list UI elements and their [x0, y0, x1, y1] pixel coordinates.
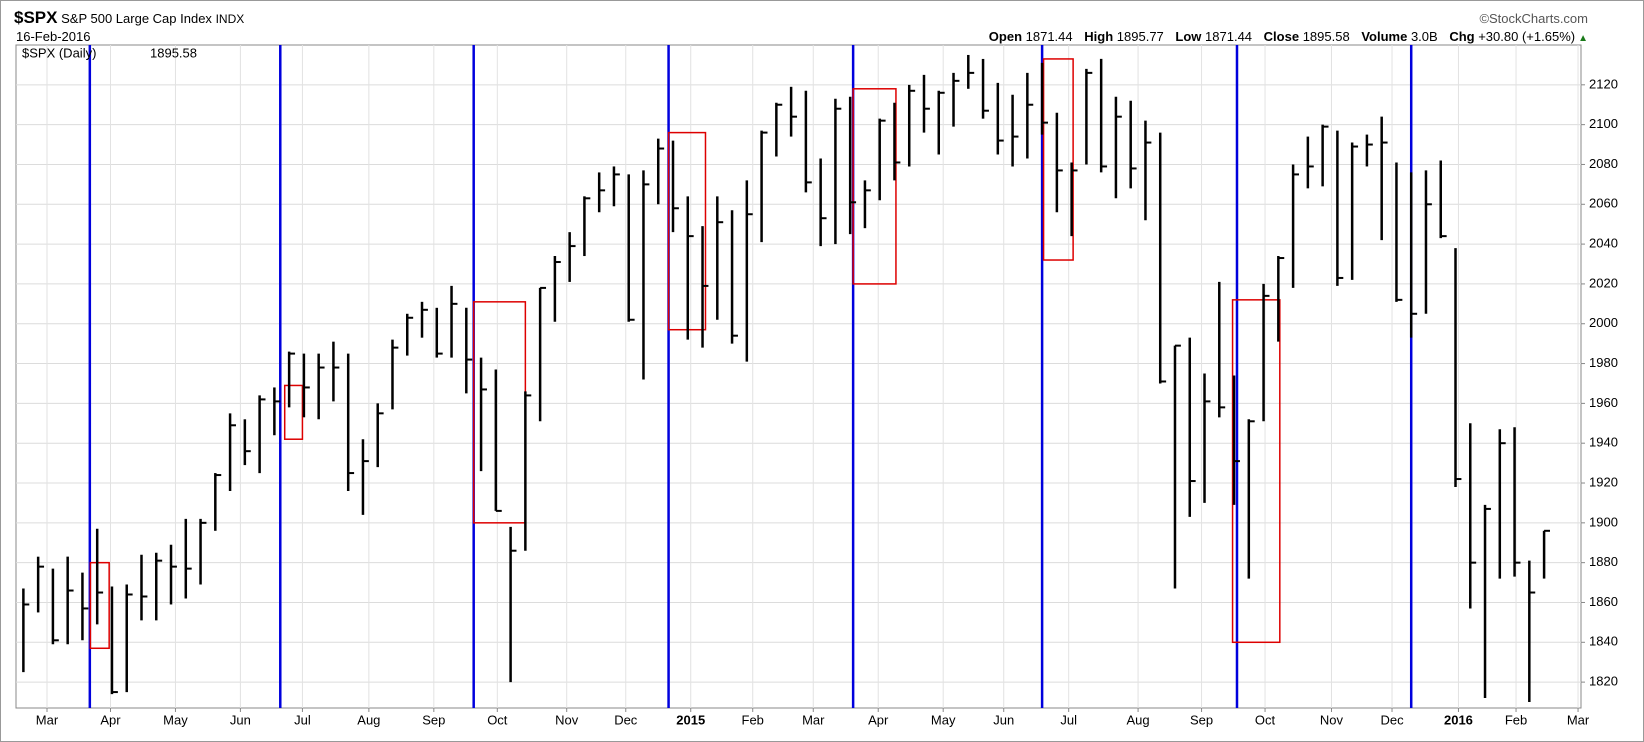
y-tick-label: 2020	[1589, 275, 1618, 290]
x-tick-label: Jun	[230, 712, 251, 727]
y-tick-label: 1960	[1589, 395, 1618, 410]
x-tick-label: Jun	[993, 712, 1014, 727]
symbol: $SPX	[14, 8, 58, 27]
stat-value: 1871.44	[1205, 29, 1253, 44]
stats: Open 1871.44 High 1895.77 Low 1871.44 Cl…	[981, 29, 1588, 44]
x-tick-label: Oct	[1255, 712, 1276, 727]
x-tick-label: 2015	[676, 712, 705, 727]
grid	[16, 45, 1585, 712]
x-tick-label: Sep	[1190, 712, 1213, 727]
y-tick-label: 1840	[1589, 634, 1618, 649]
x-tick-label: Nov	[1320, 712, 1344, 727]
x-tick-label: Sep	[422, 712, 445, 727]
x-tick-label: Mar	[36, 712, 59, 727]
stat-value: 1895.58	[1302, 29, 1350, 44]
y-tick-label: 2000	[1589, 315, 1618, 330]
highlight-box	[283, 384, 304, 440]
y-tick-label: 1820	[1589, 674, 1618, 689]
header-title: $SPX S&P 500 Large Cap Index INDX	[14, 8, 244, 28]
stat-name: Open	[988, 29, 1023, 44]
x-tick-label: Feb	[742, 712, 764, 727]
y-tick-label: 1880	[1589, 554, 1618, 569]
stat-name: Volume	[1361, 29, 1408, 44]
plot-area	[15, 44, 1582, 709]
highlight-box	[1042, 58, 1074, 261]
y-tick-label: 2100	[1589, 116, 1618, 131]
up-arrow: ▲	[1578, 33, 1588, 44]
x-tick-label: Aug	[1127, 712, 1150, 727]
y-tick-label: 2040	[1589, 236, 1618, 251]
y-tick-label: 1980	[1589, 355, 1618, 370]
y-tick-label: 1920	[1589, 474, 1618, 489]
x-tick-label: Mar	[1567, 712, 1590, 727]
y-tick-label: 1940	[1589, 435, 1618, 450]
x-tick-label: Jul	[294, 712, 311, 727]
y-tick-label: 2060	[1589, 196, 1618, 211]
stat-name: Chg	[1449, 29, 1475, 44]
legend-label: $SPX (Daily)	[22, 45, 96, 60]
labels: $SPX (Daily) 1895.58 1820 1840 1860 1880 190…	[22, 45, 1618, 727]
y-tick-label: 1860	[1589, 594, 1618, 609]
stat-value: 1871.44	[1025, 29, 1073, 44]
x-tick-label: Jul	[1060, 712, 1077, 727]
highlight-box	[1231, 299, 1281, 644]
index-name: S&P 500 Large Cap Index	[61, 11, 212, 26]
x-tick-label: Oct	[487, 712, 508, 727]
stat-name: Close	[1263, 29, 1300, 44]
stat-value: 1895.77	[1116, 29, 1164, 44]
x-tick-label: May	[163, 712, 188, 727]
highlight-box	[89, 561, 110, 650]
stat-name: Low	[1175, 29, 1202, 44]
x-tick-label: 2016	[1444, 712, 1473, 727]
y-tick-label: 1900	[1589, 514, 1618, 529]
x-tick-label: Aug	[357, 712, 380, 727]
highlight-box	[852, 88, 897, 285]
x-tick-label: Nov	[555, 712, 579, 727]
x-tick-label: Feb	[1505, 712, 1527, 727]
stat-value: 3.0B	[1410, 29, 1438, 44]
x-tick-label: Dec	[614, 712, 638, 727]
x-tick-label: Mar	[802, 712, 825, 727]
x-tick-label: Apr	[100, 712, 121, 727]
x-tick-label: Apr	[868, 712, 889, 727]
y-tick-label: 2120	[1589, 76, 1618, 91]
x-tick-label: May	[931, 712, 956, 727]
brand: ©StockCharts.com	[1479, 11, 1588, 26]
date: 16-Feb-2016	[16, 29, 91, 44]
x-tick-label: Dec	[1380, 712, 1404, 727]
stat-value: +30.80	[1478, 29, 1519, 44]
exchange: INDX	[215, 12, 245, 26]
stat-value: (+1.65%)	[1521, 29, 1576, 44]
stat-name: High	[1084, 29, 1114, 44]
y-tick-label: 2080	[1589, 156, 1618, 171]
bars	[22, 54, 1550, 703]
legend-value: 1895.58	[150, 45, 197, 60]
